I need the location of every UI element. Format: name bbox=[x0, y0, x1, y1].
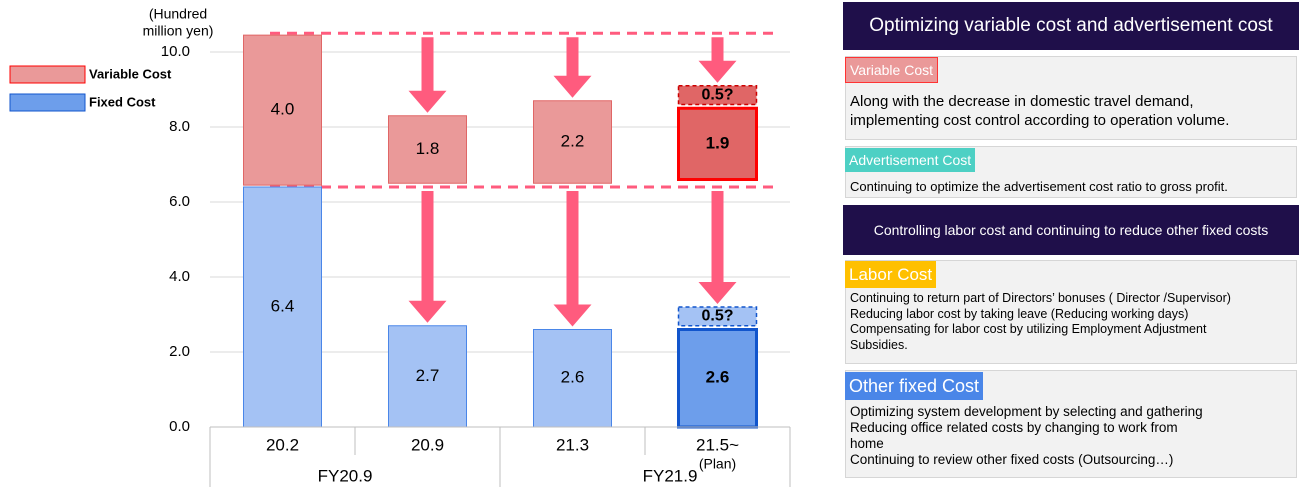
other-fixed-cost-tag-label: Other fixed Cost bbox=[849, 375, 980, 396]
variable-cost-line-1: Along with the decrease in domestic trav… bbox=[850, 93, 1194, 110]
reduction-arrow bbox=[553, 37, 592, 98]
advertisement-cost-tag: Advertisement Cost bbox=[845, 148, 976, 172]
pending-variable-reduction bbox=[677, 85, 758, 106]
bar-variable-cost bbox=[533, 100, 612, 184]
advertisement-cost-text: Continuing to optimize the advertisement… bbox=[850, 178, 1295, 195]
bar-fixed-cost bbox=[243, 186, 322, 428]
other-fixed-cost-line-1: Optimizing system development by selecti… bbox=[850, 404, 1203, 419]
x-group-label: FY20.9 bbox=[318, 466, 373, 485]
bar-label-variable-cost: 4.0 bbox=[271, 100, 295, 119]
reduction-arrow bbox=[408, 191, 447, 323]
bar-fixed-cost bbox=[677, 328, 758, 429]
labor-cost-tag: Labor Cost bbox=[845, 261, 937, 288]
labor-cost-line-4: Subsidies. bbox=[850, 337, 908, 352]
legend-variable-cost-label: Variable Cost bbox=[89, 66, 172, 81]
reduction-arrow bbox=[408, 37, 447, 113]
y-tick-label: 10.0 bbox=[161, 43, 190, 60]
advertisement-cost-tag-label: Advertisement Cost bbox=[849, 152, 972, 168]
bar-fixed-cost bbox=[388, 325, 467, 428]
x-tick-sublabel: (Plan) bbox=[699, 456, 736, 472]
other-fixed-cost-text: Optimizing system development by selecti… bbox=[850, 404, 1295, 468]
bar-label-variable-cost: 1.9 bbox=[706, 133, 730, 152]
advertisement-cost-line-1: Continuing to optimize the advertisement… bbox=[850, 179, 1228, 194]
labor-cost-text: Continuing to return part of Directors’ … bbox=[850, 291, 1295, 353]
bar-label-fixed-cost: 2.7 bbox=[416, 366, 440, 385]
y-tick-label: 0.0 bbox=[169, 418, 190, 435]
panel-header-labor: Controlling labor cost and continuing to… bbox=[843, 205, 1299, 255]
y-tick-label: 4.0 bbox=[169, 268, 190, 285]
pending-variable-label: 0.5? bbox=[701, 86, 733, 103]
labor-cost-line-1: Continuing to return part of Directors’ … bbox=[850, 291, 1231, 305]
cost-chart: 6.4 4.0 2.7 1.8 2.6 2.2 2.6 1.9 0.5? 0.5? 0.0 2.0 4… bbox=[9, 6, 791, 487]
bar-variable-cost bbox=[243, 34, 322, 186]
reduction-arrow bbox=[553, 191, 592, 327]
bar-variable-cost bbox=[388, 115, 467, 184]
labor-cost-tag-label: Labor Cost bbox=[849, 264, 933, 284]
x-tick-label: 20.2 bbox=[266, 435, 299, 454]
panel-header-variable-text: Optimizing variable cost and advertiseme… bbox=[869, 15, 1273, 36]
panel-header-labor-text: Controlling labor cost and continuing to… bbox=[873, 221, 1269, 238]
bar-fixed-cost bbox=[533, 329, 612, 428]
labor-cost-line-2: Reducing labor cost by taking leave (Red… bbox=[850, 306, 1189, 321]
pending-fixed-label: 0.5? bbox=[701, 308, 733, 325]
other-fixed-cost-line-3: home bbox=[850, 436, 884, 451]
legend-fixed-cost-label: Fixed Cost bbox=[89, 94, 156, 109]
bar-label-variable-cost: 2.2 bbox=[561, 131, 585, 150]
x-tick-label: 21.5~ bbox=[696, 435, 739, 454]
variable-cost-line-2: implementing cost control according to o… bbox=[850, 112, 1230, 129]
y-unit-label: million yen) bbox=[143, 23, 214, 39]
bar-label-variable-cost: 1.8 bbox=[416, 139, 440, 158]
labor-cost-line-3: Compensating for labor cost by utilizing… bbox=[850, 322, 1207, 336]
bar-label-fixed-cost: 6.4 bbox=[271, 296, 295, 315]
y-tick-label: 8.0 bbox=[169, 118, 190, 135]
pending-fixed-reduction bbox=[677, 306, 758, 327]
other-fixed-cost-tag: Other fixed Cost bbox=[845, 372, 984, 400]
y-tick-label: 6.0 bbox=[169, 193, 190, 210]
variable-cost-tag-label: Variable Cost bbox=[850, 62, 934, 78]
bar-label-fixed-cost: 2.6 bbox=[706, 368, 730, 387]
other-fixed-cost-line-2: Reducing office related costs by changin… bbox=[850, 420, 1178, 435]
other-fixed-cost-line-4: Continuing to review other fixed costs (… bbox=[850, 452, 1174, 467]
bar-label-fixed-cost: 2.6 bbox=[561, 368, 585, 387]
legend-fixed-cost-swatch bbox=[9, 93, 86, 112]
legend-variable-cost-swatch bbox=[9, 65, 86, 84]
variable-cost-text: Along with the decrease in domestic trav… bbox=[850, 92, 1295, 130]
panel-header-variable: Optimizing variable cost and advertiseme… bbox=[843, 2, 1299, 50]
y-tick-label: 2.0 bbox=[169, 343, 190, 360]
reduction-arrow bbox=[698, 191, 737, 304]
x-tick-label: 21.3 bbox=[556, 435, 589, 454]
variable-cost-tag: Variable Cost bbox=[845, 57, 939, 83]
x-group-label: FY21.9 bbox=[643, 466, 698, 485]
x-tick-label: 20.9 bbox=[411, 435, 444, 454]
y-unit-label: (Hundred bbox=[149, 6, 207, 22]
reduction-arrow bbox=[698, 37, 737, 83]
bar-variable-cost bbox=[677, 106, 758, 181]
